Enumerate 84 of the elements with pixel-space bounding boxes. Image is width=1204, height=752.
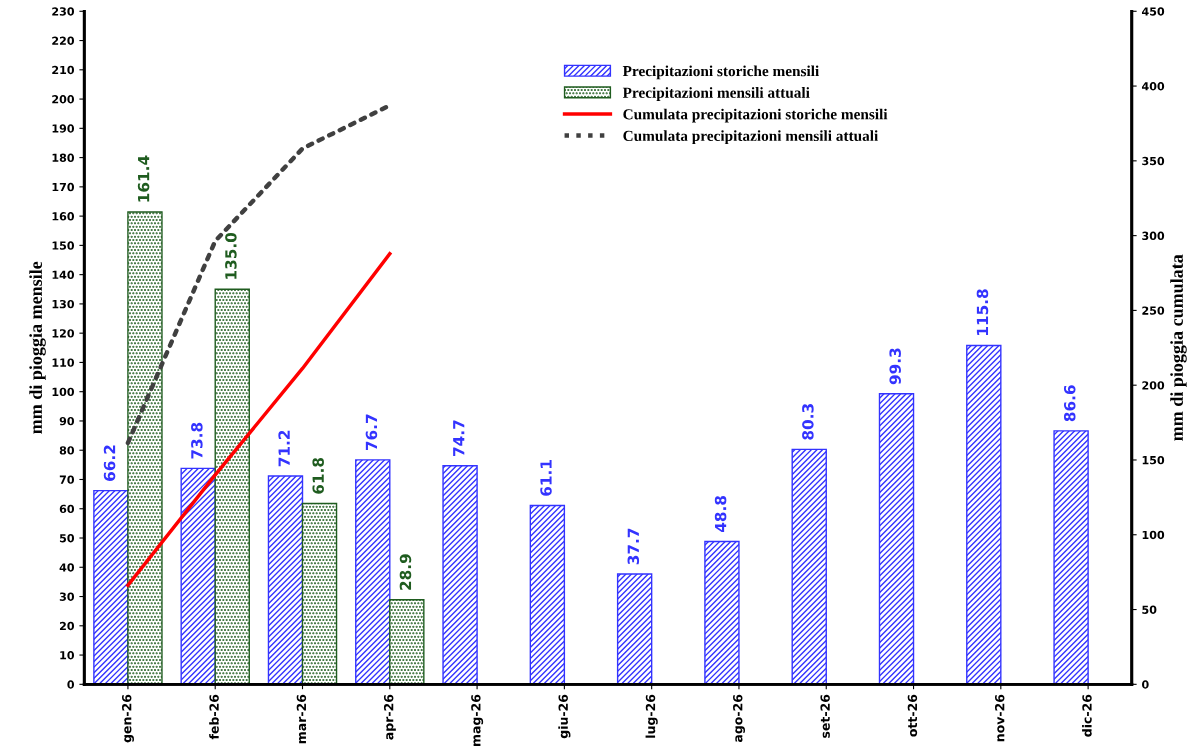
bar [389,599,425,685]
y-tick-label: 160 [52,212,75,221]
legend-label: Cumulata precipitazioni storiche mensili [623,108,888,123]
y-tick-label: 20 [59,621,75,631]
x-tick-label: mar-26 [296,694,307,744]
data-label: 74.7 [453,420,465,456]
y-tick-label: 140 [52,270,75,280]
x-tick-label: lug-26 [645,694,658,738]
data-label: 80.3 [802,404,814,440]
bar [355,459,391,685]
y-tick-label: 40 [59,563,75,572]
bar [704,540,740,685]
data-label: 66.2 [103,445,116,481]
y-tick-label: 30 [59,592,75,601]
y-tick-label: 220 [52,36,75,45]
y-tick-label: 0 [67,680,75,689]
x-tick-label: feb-26 [209,694,219,740]
y-tick-label: 130 [52,299,75,309]
y2-tick-label: 200 [1142,381,1165,390]
y-tick-label: 200 [52,95,75,104]
x-tick-label: set-26 [820,694,830,738]
y2-axis-title: mm di pioggia cumulata [1170,254,1187,441]
bar [878,393,915,685]
y2-tick-label: 100 [1142,530,1165,540]
data-label: 61.1 [540,460,552,496]
y-tick-label: 100 [52,387,75,397]
y2-tick-label: 450 [1141,7,1165,16]
x-tick-label: ago-26 [733,694,745,743]
data-label: 161.4 [137,155,150,202]
bar [93,489,129,685]
x-tick-label: mag-26 [471,694,484,746]
y-axis-title: mm di pioggia mensile [29,261,46,434]
y-tick-label: 10 [60,651,75,660]
y-tick-label: 60 [59,504,75,514]
legend-label: Precipitazioni storiche mensili [622,65,819,80]
data-label: 73.8 [191,422,203,459]
y-tick-label: 230 [52,7,75,16]
data-label: 99.3 [889,348,901,385]
bar [301,502,338,685]
data-label: 71.2 [278,430,290,467]
bar [966,344,1002,685]
y-tick-label: 190 [52,124,75,133]
y-tick-label: 90 [59,416,75,426]
y-tick-label: 210 [52,65,75,75]
legend-label: Precipitazioni mensili attuali [622,87,810,101]
x-tick-label: dic-26 [1082,694,1092,737]
y-tick-label: 170 [52,182,75,192]
y2-tick-label: 0 [1142,680,1149,689]
x-tick-label: gen-26 [122,694,134,743]
data-label: 61.8 [312,457,324,494]
y-tick-label: 180 [52,153,75,162]
bar [529,504,566,685]
x-tick-label: apr-26 [383,694,396,740]
y2-tick-label: 400 [1141,82,1165,91]
bar [127,211,163,685]
bar [180,467,216,685]
data-label: 37.7 [627,528,640,565]
y2-tick-label: 350 [1142,156,1165,166]
bar [616,573,653,685]
data-label: 76.7 [365,414,378,451]
data-label: 28.9 [399,554,412,590]
y2-tick-label: 50 [1142,605,1157,614]
bar [442,465,478,685]
bar [267,475,304,685]
x-tick-label: giu-26 [558,694,571,739]
y2-tick-label: 150 [1142,455,1165,465]
x-tick-label: ott-26 [907,694,918,737]
legend-label: Cumulata precipitazioni mensili attuali [623,130,879,145]
y-tick-label: 70 [59,475,75,484]
y-tick-label: 110 [52,358,75,367]
bar [1053,430,1089,685]
data-label: 115.8 [976,289,989,335]
y2-tick-label: 300 [1142,231,1165,241]
y-tick-label: 120 [52,329,75,338]
data-label: 86.6 [1063,385,1076,422]
bar [214,288,250,685]
y2-tick-label: 250 [1142,306,1165,315]
y-tick-label: 50 [59,533,75,543]
x-tick-label: nov-26 [995,694,1005,742]
bar [791,448,827,685]
y-tick-label: 150 [52,241,75,250]
y-tick-label: 80 [59,446,75,455]
data-label: 48.8 [714,495,727,533]
data-label: 135.0 [225,232,237,279]
